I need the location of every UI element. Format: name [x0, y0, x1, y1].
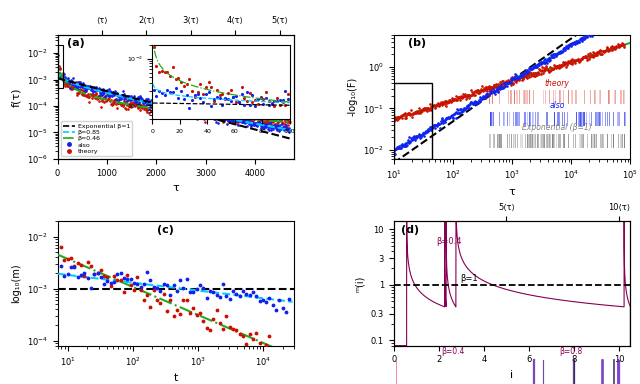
X-axis label: τ: τ: [509, 187, 515, 197]
Text: (a): (a): [67, 38, 85, 48]
X-axis label: i: i: [511, 370, 514, 380]
Bar: [394, 83, 433, 159]
Y-axis label: -log₁₀(F): -log₁₀(F): [348, 77, 358, 116]
Text: (d): (d): [401, 225, 419, 235]
X-axis label: t: t: [173, 373, 178, 383]
Text: β=1: β=1: [460, 274, 477, 283]
Y-axis label: f(τ): f(τ): [12, 87, 21, 106]
Text: β=0.4: β=0.4: [436, 237, 462, 246]
Y-axis label: ᵐ(i): ᵐ(i): [355, 275, 365, 291]
Bar: [58, 45, 63, 88]
Text: (b): (b): [408, 38, 426, 48]
Y-axis label: log₁₀(m): log₁₀(m): [12, 263, 21, 303]
Legend: Exponential β=1, β=0.85, β=0.46, also, theory: Exponential β=1, β=0.85, β=0.46, also, t…: [61, 121, 132, 156]
X-axis label: τ: τ: [173, 183, 179, 193]
Text: (c): (c): [157, 225, 174, 235]
